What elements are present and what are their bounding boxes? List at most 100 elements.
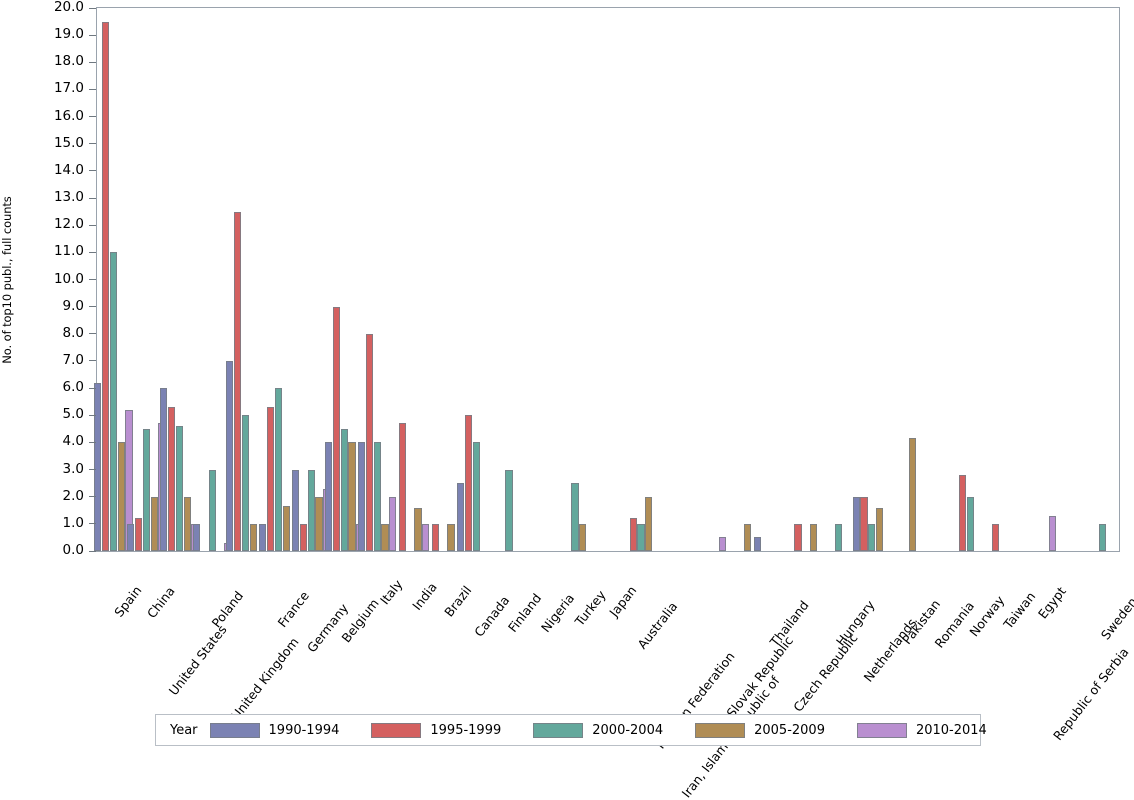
y-tick-label: 18.0 <box>53 53 84 70</box>
y-tick-mark <box>89 360 96 362</box>
bar <box>299 523 308 551</box>
y-tick-mark <box>89 224 96 226</box>
y-tick-mark <box>89 550 96 552</box>
legend-label: 2010-2014 <box>915 722 987 738</box>
legend-swatch <box>533 722 584 738</box>
bar <box>967 496 975 551</box>
bar <box>183 496 191 551</box>
x-tick-label: United Kingdom <box>228 634 302 723</box>
bar <box>208 469 216 551</box>
bar <box>794 523 802 551</box>
y-tick-label: 2.0 <box>62 487 84 504</box>
bar <box>908 438 917 551</box>
x-tick-label: Germany <box>304 600 352 656</box>
y-tick-mark <box>89 279 96 280</box>
x-tick-label: Taiwan <box>999 588 1038 632</box>
legend-swatch <box>209 722 260 738</box>
bar <box>150 496 158 551</box>
bar <box>266 407 275 551</box>
x-tick-label: Japan <box>606 582 640 620</box>
x-tick-label: Spain <box>111 582 145 620</box>
y-tick-label: 17.0 <box>53 80 84 97</box>
y-tick-mark <box>89 88 96 90</box>
bar <box>160 388 168 551</box>
x-tick-label: Slovak Republic <box>723 633 796 721</box>
x-tick-label: Romania <box>931 598 977 651</box>
x-tick-label: Egypt <box>1034 583 1069 622</box>
legend-item[interactable]: 2000-2004 <box>533 722 689 738</box>
legend-item[interactable]: 2010-2014 <box>856 722 1013 738</box>
bar <box>315 496 323 551</box>
legend: Year 1990-1994 1995-1999 2000-2004 2005-200… <box>155 714 987 746</box>
bar <box>135 518 143 551</box>
bar <box>168 407 176 551</box>
y-tick-label: 20.0 <box>53 0 84 15</box>
y-tick-mark <box>89 251 96 253</box>
y-tick-mark <box>89 441 96 443</box>
y-axis-title: No. of top10 publ., full counts <box>0 196 14 364</box>
bar <box>629 518 637 551</box>
bar <box>249 523 257 551</box>
bar <box>358 442 366 551</box>
bar <box>142 428 151 551</box>
x-tick-label: Australia <box>634 598 681 652</box>
x-tick-label: Belgium <box>338 595 382 646</box>
bar <box>637 523 645 551</box>
bar <box>744 523 752 551</box>
y-tick-label: 1.0 <box>62 514 84 531</box>
y-tick-label: 4.0 <box>62 433 84 450</box>
x-tick-label: Nigeria <box>537 590 578 636</box>
legend-item[interactable]: 2005-2009 <box>695 722 851 738</box>
y-tick-label: 15.0 <box>53 134 84 151</box>
bar <box>365 333 373 551</box>
x-tick-label: United States <box>166 622 230 699</box>
x-tick-label: Canada <box>471 592 513 640</box>
y-tick-label: 3.0 <box>62 460 84 477</box>
plot-area <box>94 7 1120 552</box>
bar <box>292 469 300 551</box>
x-tick-label: Sweden <box>1097 594 1134 643</box>
bar <box>447 523 455 551</box>
y-tick-mark <box>89 7 96 9</box>
bar <box>718 537 727 551</box>
x-tick-label: France <box>274 588 313 631</box>
bar <box>571 483 579 551</box>
bars-layer <box>94 8 1119 551</box>
bar <box>325 442 333 551</box>
bar <box>860 496 868 551</box>
bar <box>102 21 110 551</box>
bar <box>307 469 315 551</box>
bar <box>259 523 267 551</box>
y-tick-mark <box>89 523 96 525</box>
bar <box>398 423 406 551</box>
bar <box>373 442 381 551</box>
y-tick-label: 0.0 <box>62 542 84 558</box>
bar <box>332 306 341 551</box>
bar <box>472 442 480 551</box>
bar <box>753 537 761 551</box>
legend-swatch <box>371 722 422 738</box>
bar <box>274 388 282 551</box>
legend-item[interactable]: 1990-1994 <box>209 722 366 738</box>
legend-swatch <box>695 722 746 738</box>
bar <box>282 506 290 551</box>
bar <box>109 252 118 551</box>
y-tick-label: 12.0 <box>53 216 84 233</box>
y-tick-mark <box>89 496 96 498</box>
bar <box>645 496 653 551</box>
bar <box>414 507 422 551</box>
bar <box>579 523 587 551</box>
bar <box>389 496 397 551</box>
y-tick-label: 8.0 <box>62 324 84 341</box>
x-tick-label: Norway <box>965 592 1007 640</box>
y-tick-label: 10.0 <box>53 270 84 287</box>
legend-item[interactable]: 1995-1999 <box>371 722 527 738</box>
y-tick-label: 11.0 <box>53 243 84 260</box>
y-tick-mark <box>89 143 96 145</box>
bar <box>852 496 860 551</box>
bar <box>868 523 876 551</box>
x-tick-label: Hungary <box>832 597 878 649</box>
x-tick-label: Finland <box>504 590 545 636</box>
y-tick-label: 13.0 <box>53 189 84 206</box>
